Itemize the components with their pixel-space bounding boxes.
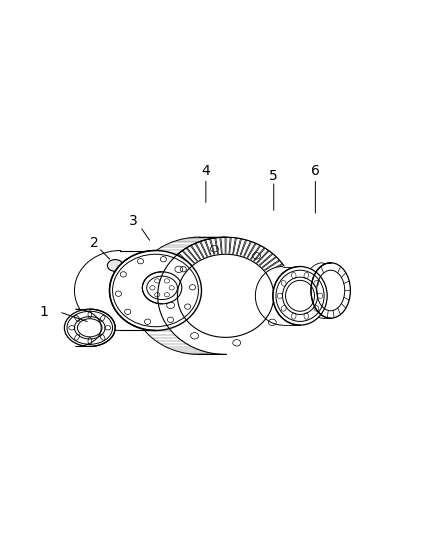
Text: 5: 5 — [269, 169, 278, 183]
Ellipse shape — [142, 272, 182, 304]
Text: 3: 3 — [129, 214, 138, 228]
Text: 4: 4 — [201, 164, 210, 177]
Ellipse shape — [64, 309, 115, 346]
Ellipse shape — [110, 251, 201, 330]
Text: 2: 2 — [90, 236, 99, 249]
Polygon shape — [177, 254, 274, 337]
Ellipse shape — [273, 266, 327, 325]
Text: 6: 6 — [311, 164, 320, 177]
Text: 1: 1 — [39, 305, 48, 319]
Ellipse shape — [107, 260, 123, 271]
